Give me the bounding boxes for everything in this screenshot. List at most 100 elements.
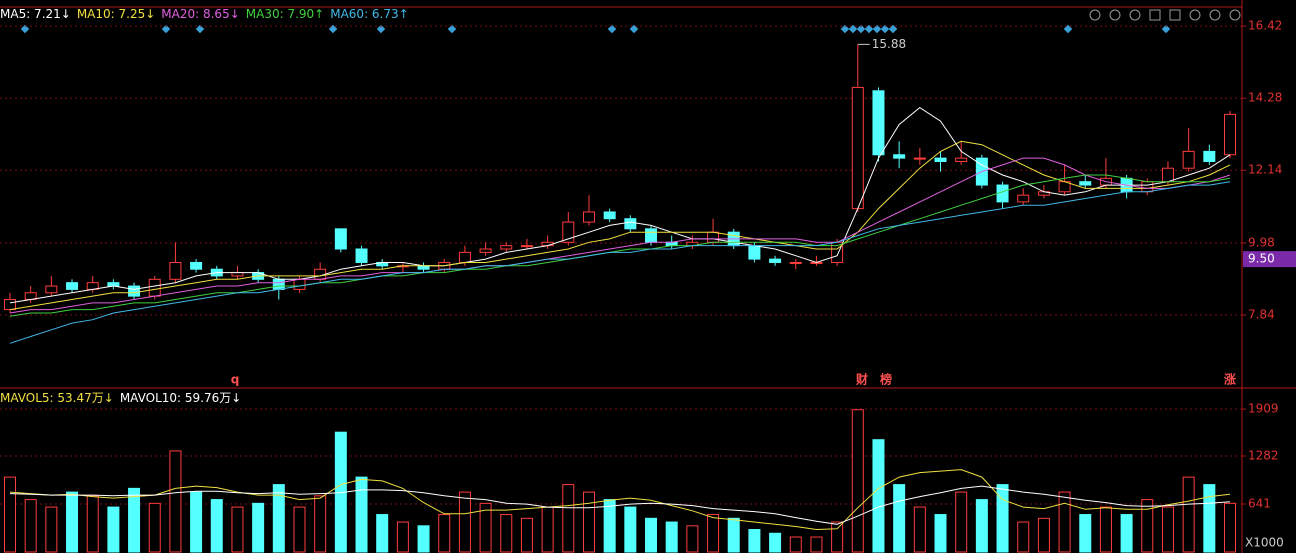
tool-icon[interactable] (1189, 9, 1201, 21)
candle-body (562, 221, 575, 243)
candle-body (190, 261, 203, 270)
y-tick-label: 1909 (1248, 402, 1279, 416)
volume-bar (913, 506, 926, 553)
candle-body (355, 248, 368, 263)
candle-body (520, 245, 533, 248)
candle-body (645, 228, 658, 243)
volume-bar (355, 476, 368, 553)
candle-body (128, 285, 141, 297)
candle-body (500, 245, 513, 250)
volume-bar (1037, 517, 1050, 553)
volume-bar (1141, 499, 1154, 553)
box-icon[interactable] (1149, 9, 1161, 21)
candle-body (45, 285, 58, 294)
ma-line (9, 157, 1231, 314)
y-tick-label: 12.14 (1248, 163, 1282, 177)
volume-bar (996, 484, 1009, 553)
volume-bar (872, 439, 885, 553)
zoom-in[interactable] (1209, 9, 1221, 21)
unit-label: X1000 (1245, 536, 1284, 550)
volume-bar (24, 499, 37, 553)
volume-bar (603, 499, 616, 553)
event-label: 榜 (880, 372, 892, 387)
legend-entry: MA60: 6.73↑ (330, 7, 408, 21)
volume-bar (520, 517, 533, 553)
ma-line (9, 140, 1231, 311)
volume-bar (190, 491, 203, 553)
toolbar[interactable] (1089, 9, 1241, 21)
candle-body (872, 90, 885, 156)
volume-bar (314, 495, 327, 553)
legend-entry: MA10: 7.25↓ (77, 7, 155, 21)
ma-line (9, 174, 1231, 317)
eye-icon[interactable] (1129, 9, 1141, 21)
volume-bar (541, 506, 554, 553)
hand-icon[interactable] (1169, 9, 1181, 21)
candle-body (934, 157, 947, 162)
event-label: 涨 (1224, 372, 1236, 387)
volume-bar (810, 536, 823, 553)
y-tick-label: 14.28 (1248, 91, 1282, 105)
volume-bar (148, 502, 161, 553)
y-tick-label: 7.84 (1248, 307, 1275, 321)
volume-bar (645, 517, 658, 553)
candle-body (4, 298, 16, 311)
candle-body (417, 265, 430, 270)
legend: MA5: 7.21↓ MA10: 7.25↓ MA20: 8.65↓ MA30: 7.… (0, 7, 409, 21)
y-tick-label: 9.98 (1248, 235, 1275, 249)
candle-body (624, 218, 637, 230)
legend-entry: MAVOL5: 53.47万↓ (0, 391, 114, 405)
price-marker-box (1243, 251, 1296, 268)
candle-body (169, 261, 182, 280)
candle-body (1079, 181, 1092, 186)
candle-body (148, 278, 161, 297)
volume-bar (665, 521, 678, 553)
candle-body (272, 278, 285, 290)
volume-bar (831, 521, 844, 553)
legend-entry: MA30: 7.90↑ (246, 7, 324, 21)
ma-line (9, 181, 1231, 344)
volume-bar (789, 536, 802, 553)
volume-bar (293, 506, 306, 553)
volume-bar (438, 514, 451, 553)
volume-bar (769, 532, 782, 553)
candle-body (851, 86, 864, 210)
volume-bar (231, 506, 244, 553)
volume-bar (1182, 476, 1195, 553)
volume-bar (272, 484, 285, 553)
ma-line (9, 469, 1231, 531)
candle-body (603, 211, 616, 220)
volume-bar (1203, 484, 1216, 553)
volume-bar (686, 525, 699, 553)
legend-entry: MAVOL10: 59.76万↓ (120, 391, 241, 405)
zoom-out[interactable] (1229, 9, 1241, 21)
candle-body (1161, 167, 1174, 183)
volume-bar (4, 476, 16, 553)
candle-body (582, 211, 595, 223)
event-marker (20, 24, 30, 34)
volume-bar (500, 514, 513, 553)
candle-body (1141, 181, 1154, 193)
candle-body (789, 261, 802, 264)
volume-bar (66, 491, 79, 553)
tool-icon[interactable] (1109, 9, 1121, 21)
y-tick-label: 1282 (1248, 449, 1279, 463)
candle-body (913, 157, 926, 160)
candle-body (769, 258, 782, 263)
volume-bar (86, 495, 99, 553)
volume-bar (727, 517, 740, 553)
settings-icon[interactable] (1089, 9, 1101, 21)
candle-body (707, 231, 720, 243)
candle-body (748, 245, 761, 260)
candle-body (1224, 113, 1236, 156)
event-marker (447, 24, 457, 34)
volume-bar (169, 450, 182, 553)
volume-bar (210, 499, 223, 553)
volume-bar (851, 409, 864, 553)
candle-body (334, 228, 347, 250)
volume-bar (955, 491, 968, 553)
y-tick-label: 16.42 (1248, 19, 1282, 33)
legend-entry: MA5: 7.21↓ (0, 7, 71, 21)
volume-bar (1079, 514, 1092, 553)
